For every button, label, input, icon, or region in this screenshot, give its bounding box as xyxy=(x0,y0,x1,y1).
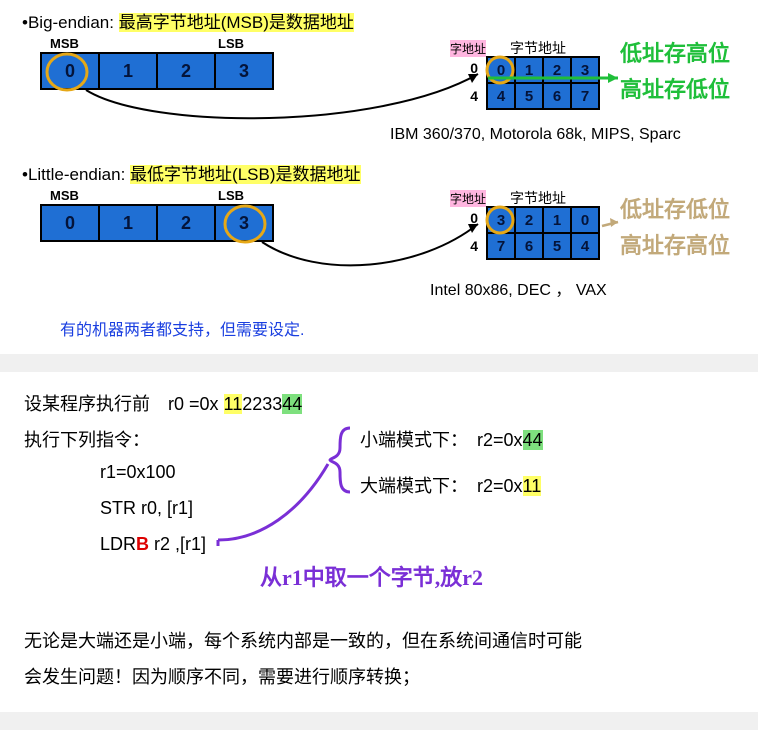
code-1: r1=0x100 xyxy=(100,462,176,483)
word-table-big: 0 1 2 3 xyxy=(40,52,274,90)
exec-line: 执行下列指令： xyxy=(24,426,150,452)
word-little-cell-0: 0 xyxy=(41,205,99,241)
mem-big-0-2: 2 xyxy=(543,57,571,83)
purple-annotation: 从r1中取一个字节,放r2 xyxy=(260,560,483,592)
word-table-little: 0 1 2 3 xyxy=(40,204,274,242)
code3-b: B xyxy=(136,534,149,554)
r0-lo: 44 xyxy=(282,394,302,414)
mem-big-1-2: 6 xyxy=(543,83,571,109)
big-endian-desc: 最高字节地址(MSB)是数据地址 xyxy=(119,13,354,32)
row0-idx-big: 0 xyxy=(466,60,482,76)
green-note-2: 高址存低位 xyxy=(620,76,730,105)
code-3: LDRB r2 ,[r1] xyxy=(100,534,206,555)
mem-table-little: 3 2 1 0 7 6 5 4 xyxy=(486,206,600,260)
green-note-1: 低址存高位 xyxy=(620,40,730,69)
mem-big-0-0: 0 xyxy=(487,57,515,83)
tan-note-2: 高址存高位 xyxy=(620,232,730,261)
big-result: 大端模式下： r2=0x11 xyxy=(360,472,541,498)
word-little-cell-2: 2 xyxy=(157,205,215,241)
mem-big-0-1: 1 xyxy=(515,57,543,83)
mem-lit-1-1: 6 xyxy=(515,233,543,259)
tan-note-1: 低址存低位 xyxy=(620,196,730,225)
endianness-diagram-panel: •Big-endian: 最高字节地址(MSB)是数据地址 MSB LSB 0 … xyxy=(0,0,758,354)
lsb-label-big: LSB xyxy=(218,36,244,51)
footer-1: 无论是大端还是小端，每个系统内部是一致的，但在系统间通信时可能 xyxy=(24,626,582,657)
little-result-val: 44 xyxy=(523,430,543,450)
word-little-cell-3: 3 xyxy=(215,205,273,241)
little-endian-caption: Intel 80x86, DEC ， VAX xyxy=(430,276,607,300)
r0-mid: 2233 xyxy=(242,394,282,414)
ziaddr-label-little: 字地址 xyxy=(450,190,486,207)
little-endian-desc: 最低字节地址(LSB)是数据地址 xyxy=(130,165,360,184)
mem-lit-0-1: 2 xyxy=(515,207,543,233)
r0-hi: 11 xyxy=(224,394,243,414)
little-endian-label: Little-endian: xyxy=(28,165,125,184)
mem-table-big: 0 1 2 3 4 5 6 7 xyxy=(486,56,600,110)
row0-idx-little: 0 xyxy=(466,210,482,226)
mem-lit-0-2: 1 xyxy=(543,207,571,233)
mem-lit-1-2: 5 xyxy=(543,233,571,259)
premise-text: 设某程序执行前 r0 =0x xyxy=(24,394,224,414)
footer-2: 会发生问题！因为顺序不同，需要进行顺序转换； xyxy=(24,662,420,693)
mem-lit-1-3: 4 xyxy=(571,233,599,259)
code3-c: r2 ,[r1] xyxy=(149,534,206,554)
byteaddr-label-big: 字节地址 xyxy=(510,38,566,58)
row1-idx-big: 4 xyxy=(466,88,482,104)
blue-note: 有的机器两者都支持，但需要设定. xyxy=(60,316,304,340)
mem-lit-1-0: 7 xyxy=(487,233,515,259)
big-endian-label: Big-endian: xyxy=(28,13,114,32)
word-big-cell-0: 0 xyxy=(41,53,99,89)
word-big-cell-3: 3 xyxy=(215,53,273,89)
mem-big-1-0: 4 xyxy=(487,83,515,109)
big-result-label: 大端模式下： r2=0x xyxy=(360,476,523,496)
mem-lit-0-0: 3 xyxy=(487,207,515,233)
msb-label-little: MSB xyxy=(50,188,79,203)
mem-big-1-3: 7 xyxy=(571,83,599,109)
little-endian-heading: •Little-endian: 最低字节地址(LSB)是数据地址 xyxy=(22,160,361,185)
lsb-label-little: LSB xyxy=(218,188,244,203)
code3-a: LDR xyxy=(100,534,136,554)
msb-label-big: MSB xyxy=(50,36,79,51)
ziaddr-label-big: 字地址 xyxy=(450,40,486,57)
word-big-cell-2: 2 xyxy=(157,53,215,89)
big-result-val: 11 xyxy=(523,476,542,496)
big-endian-heading: •Big-endian: 最高字节地址(MSB)是数据地址 xyxy=(22,8,354,33)
word-big-cell-1: 1 xyxy=(99,53,157,89)
word-little-cell-1: 1 xyxy=(99,205,157,241)
little-result-label: 小端模式下： r2=0x xyxy=(360,430,523,450)
code-2: STR r0, [r1] xyxy=(100,498,193,519)
premise-line: 设某程序执行前 r0 =0x 11223344 xyxy=(24,390,302,416)
code-example-panel: 设某程序执行前 r0 =0x 11223344 执行下列指令： r1=0x100… xyxy=(0,372,758,712)
little-result: 小端模式下： r2=0x44 xyxy=(360,426,543,452)
row1-idx-little: 4 xyxy=(466,238,482,254)
mem-big-0-3: 3 xyxy=(571,57,599,83)
byteaddr-label-little: 字节地址 xyxy=(510,188,566,208)
mem-big-1-1: 5 xyxy=(515,83,543,109)
mem-lit-0-3: 0 xyxy=(571,207,599,233)
big-endian-caption: IBM 360/370, Motorola 68k, MIPS, Sparc xyxy=(390,126,681,144)
